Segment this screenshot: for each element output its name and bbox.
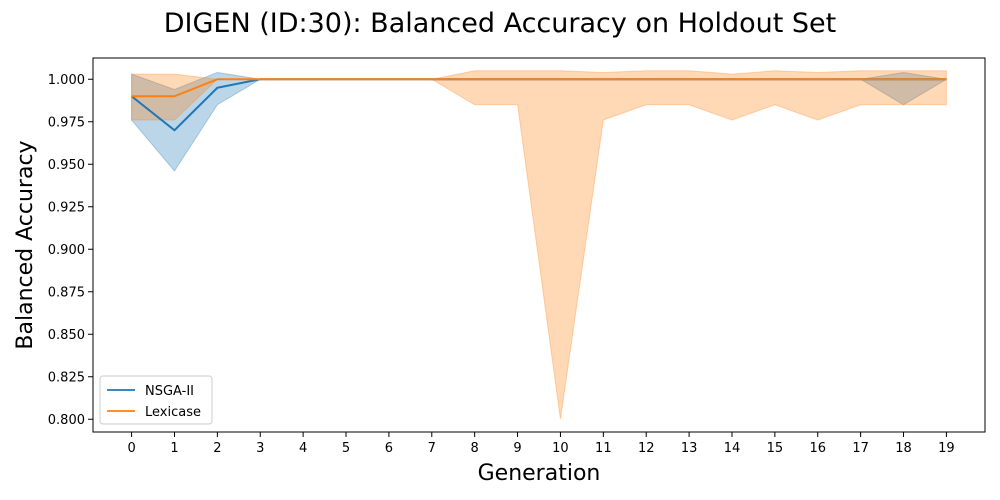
x-tick-label: 2 xyxy=(213,441,221,456)
y-tick-label: 0.825 xyxy=(48,370,85,385)
line-lexicase xyxy=(131,78,947,98)
x-tick-label: 19 xyxy=(938,441,955,456)
x-tick-label: 7 xyxy=(428,441,436,456)
x-tick-label: 16 xyxy=(809,441,826,456)
x-tick-label: 17 xyxy=(852,441,869,456)
series-lines xyxy=(130,78,947,132)
x-axis-ticks: 0 1 2 3 4 5 6 7 8 9 10 11 12 13 14 15 16 17 18 19 xyxy=(127,432,955,456)
legend: NSGA-II Lexicase xyxy=(99,375,213,425)
x-tick-label: 14 xyxy=(724,441,741,456)
x-tick-label: 11 xyxy=(595,441,612,456)
legend-label-nsga-ii: NSGA-II xyxy=(145,384,194,399)
confidence-bands xyxy=(131,70,948,420)
x-tick-label: 12 xyxy=(638,441,655,456)
y-tick-label: 0.925 xyxy=(48,200,85,215)
x-tick-label: 8 xyxy=(471,441,479,456)
legend-label-lexicase: Lexicase xyxy=(145,405,201,420)
legend-box xyxy=(99,375,213,425)
x-tick-label: 10 xyxy=(552,441,569,456)
chart-title: DIGEN (ID:30): Balanced Accuracy on Hold… xyxy=(164,8,837,39)
y-axis-label: Balanced Accuracy xyxy=(13,140,38,349)
y-tick-label: 0.800 xyxy=(48,413,85,428)
y-tick-label: 0.850 xyxy=(48,328,85,343)
x-tick-label: 1 xyxy=(170,441,178,456)
x-tick-label: 9 xyxy=(513,441,521,456)
x-tick-label: 15 xyxy=(767,441,784,456)
band-lexicase xyxy=(131,70,947,420)
y-tick-label: 0.875 xyxy=(48,285,85,300)
x-tick-label: 3 xyxy=(256,441,264,456)
y-tick-label: 0.975 xyxy=(48,115,85,130)
y-tick-label: 0.900 xyxy=(48,243,85,258)
x-tick-label: 18 xyxy=(895,441,912,456)
x-tick-label: 6 xyxy=(385,441,393,456)
plot-frame xyxy=(92,57,986,433)
x-tick-label: 4 xyxy=(299,441,307,456)
x-axis-label: Generation xyxy=(478,461,601,486)
y-tick-label: 0.950 xyxy=(48,158,85,173)
x-tick-label: 5 xyxy=(342,441,350,456)
x-tick-label: 0 xyxy=(127,441,135,456)
y-axis-ticks: 0.800 0.825 0.850 0.875 0.900 0.925 0.950 0.975… xyxy=(48,73,93,428)
y-tick-label: 1.000 xyxy=(48,73,85,88)
x-tick-label: 13 xyxy=(681,441,698,456)
